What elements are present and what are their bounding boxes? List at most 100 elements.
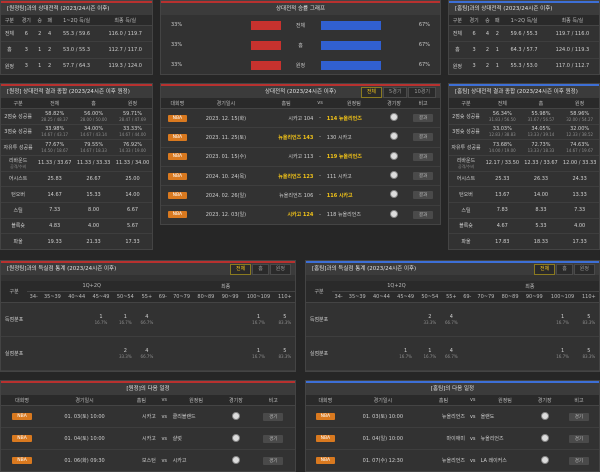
home-team: 뉴올리언즈	[278, 134, 302, 141]
cell-text: 17.83	[495, 238, 510, 245]
cell: 1 16.7%	[546, 336, 579, 371]
cell: 11.33 / 34.00	[113, 155, 152, 172]
tab[interactable]: 홈	[556, 264, 573, 275]
cell-text: 어시스트	[456, 176, 476, 183]
cell: 73.68% 14.00 / 19.00	[482, 139, 522, 156]
cell-text: 2	[48, 63, 52, 70]
note-button[interactable]: 결과	[412, 152, 434, 161]
cell: 뉴올리언즈	[420, 405, 466, 428]
cell-text: 112.7 / 117.0	[108, 46, 143, 53]
cell: 자유투 성공률	[449, 139, 483, 156]
stadium-icon	[540, 455, 549, 464]
cell: 01. 03(토) 10:00	[43, 405, 126, 428]
column-header: 홈팀	[125, 395, 157, 406]
cell: 4.00	[560, 218, 599, 235]
cell: 4 66.7%	[137, 336, 157, 371]
column-header: 승	[482, 15, 493, 26]
stadium-icon	[231, 411, 240, 420]
column-header: 구분	[1, 15, 18, 26]
cell: 시카고	[125, 427, 157, 450]
cell-text: 55.3 / 53.0	[510, 63, 538, 70]
tab[interactable]: 원정	[269, 264, 291, 275]
cell: 경기	[251, 427, 295, 450]
cell-sub: 66.7%	[140, 354, 154, 359]
date: 2024. 10. 24(목)	[205, 173, 247, 180]
row: 자유투 성공률 77.67% 14.50 / 18.67 79.55% 14.67 / …	[1, 139, 152, 156]
cell-text: 25.00	[125, 175, 140, 182]
column-header: 패	[492, 15, 503, 26]
cell-text: 4.67	[496, 222, 508, 229]
cell: 2024. 10. 24(목)	[193, 166, 259, 187]
header-row: 대회명 경기일시 홈팀 vs 원정팀 경기장 비고	[1, 395, 295, 406]
cell-text: 4.00	[574, 222, 586, 229]
graph-row: 33% 전체 67%	[161, 17, 440, 35]
column-header: 구분	[449, 98, 483, 109]
away-team: 시카고	[338, 192, 353, 199]
panel-title: [홈팀]과의 득실점 통계 (2023/24시즌 이후) 전체 홈 원정	[306, 261, 599, 275]
note-button[interactable]: 결과	[412, 133, 434, 142]
note-button[interactable]: 결과	[412, 191, 434, 200]
cell-sub: 16.7%	[94, 320, 108, 325]
cell: 경기	[251, 449, 295, 471]
cell: 2 33.3%	[113, 336, 138, 371]
panel-title: [원정팀]과의 득실점 통계 (2023/24시즌 이후) 전체 홈 원정	[1, 261, 295, 275]
column-header: 구분	[306, 281, 333, 303]
away-team: 뉴올리언즈	[338, 154, 362, 161]
cell-sub: 16.7%	[556, 320, 569, 325]
tab[interactable]: 홈	[252, 264, 269, 275]
tab[interactable]: 전체	[229, 264, 252, 275]
note-button[interactable]: 경기	[568, 434, 590, 443]
cell: 4 66.7%	[137, 302, 157, 337]
cell: 01. 04(토) 10:00	[43, 427, 126, 450]
cell-sub: 83.3%	[278, 354, 292, 359]
cell: 1 16.7%	[393, 336, 418, 371]
tab[interactable]: 전체	[533, 264, 556, 275]
home-team: 시카고	[287, 212, 302, 219]
cell: 5 83.3%	[578, 302, 599, 337]
away-bar	[250, 41, 281, 50]
cell: 3점슛 성공률	[449, 124, 483, 141]
note-button[interactable]: 결과	[412, 172, 434, 181]
column-header: 홈팀	[420, 395, 466, 406]
cell-sub: 14.00 / 19.00	[488, 148, 516, 154]
cell: 25.83	[35, 171, 75, 188]
cell-text: 8.33	[535, 207, 547, 214]
column-header: 최종 득/실	[545, 15, 599, 26]
note-button[interactable]: 경기	[263, 412, 284, 421]
away-team: 샬럿	[172, 436, 182, 442]
cell	[522, 302, 547, 337]
cell	[393, 302, 418, 337]
note-button[interactable]: 경기	[263, 434, 284, 443]
cell-text: 119.7 / 116.0	[555, 30, 590, 37]
tab[interactable]: 10경기	[408, 87, 436, 98]
home-record-panel: [홈팀]과의 상대전적 (2023/24시즌 이후) 구분 경기 승 패 1~2Q 득/…	[448, 0, 600, 75]
away-score: 130	[326, 134, 337, 141]
note-button[interactable]: 경기	[263, 456, 284, 465]
cell	[473, 302, 498, 337]
note-button[interactable]: 결과	[412, 114, 434, 123]
cell-main: 5	[587, 348, 591, 354]
tab[interactable]: 5경기	[383, 87, 408, 98]
away-team: 시카고	[337, 173, 352, 180]
note-button[interactable]: 경기	[568, 456, 590, 465]
cell: -	[314, 108, 326, 129]
home-score: 104	[303, 115, 314, 122]
cell	[497, 302, 523, 337]
cell: 경기	[558, 405, 599, 428]
tabs: 전체 홈 원정	[229, 264, 291, 275]
tab[interactable]: 원정	[573, 264, 595, 275]
cell-text: 원정	[4, 63, 15, 70]
stadium-icon	[231, 433, 240, 442]
cell: 7.33	[560, 202, 599, 219]
cell: 6.67	[113, 202, 152, 219]
bin-header: 100~109	[242, 291, 275, 303]
row: NBA 01. 03(토) 10:00 시카고 vs 클리블랜드 경기	[1, 405, 295, 428]
note-button[interactable]: 결과	[412, 210, 434, 219]
separator: vs	[469, 435, 476, 442]
cell: 보스턴	[125, 449, 157, 471]
cell	[64, 302, 89, 337]
note-button[interactable]: 경기	[568, 412, 590, 421]
cell-main: 1	[256, 314, 261, 320]
tab[interactable]: 전체	[360, 87, 383, 98]
cell-sub: 31.67 / 56.57	[527, 116, 555, 122]
